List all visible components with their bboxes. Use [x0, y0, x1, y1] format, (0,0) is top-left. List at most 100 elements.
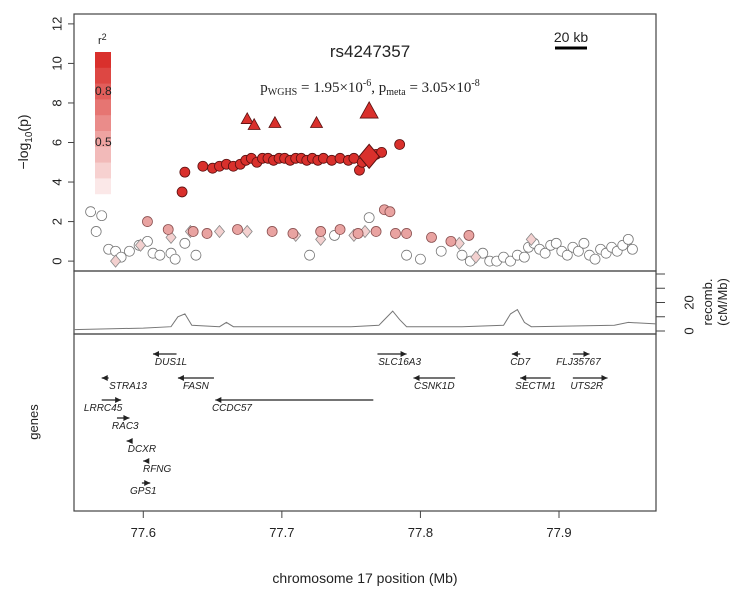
snp-point-mid-ld — [287, 228, 299, 239]
snp-point-low-ld — [435, 245, 447, 257]
snp-diamond-low-ld — [134, 238, 147, 252]
gene-direction-arrow — [177, 375, 184, 381]
gene-direction-arrow — [400, 351, 407, 357]
snp-point-mid-ld — [370, 226, 382, 237]
genes-axis-label: genes — [26, 404, 41, 440]
ld-legend-swatch — [95, 115, 111, 132]
gene-direction-arrow — [126, 438, 133, 444]
gene-direction-arrow — [144, 480, 151, 486]
x-tick-label: 77.9 — [546, 525, 571, 540]
snp-point-low-ld — [578, 237, 590, 249]
snp-diamond-low-ld — [525, 232, 537, 246]
snp-point-high-ld — [376, 146, 388, 158]
y-axis-label-subscript: 10 — [24, 131, 35, 143]
snp-point-low-ld — [363, 212, 375, 224]
genes-panel-frame — [73, 333, 657, 512]
gene-track: DUS1L SLC16A3 CD7 FLJ35767 STRA13 FASN CSNK1D S… — [84, 351, 608, 497]
y-tick-label: 12 — [49, 17, 64, 31]
p-meta-value: = 3.05×10 — [406, 80, 472, 96]
snp-point-low-ld — [304, 249, 315, 261]
gene-direction-arrow — [413, 375, 420, 381]
snp-point-mid-ld — [142, 216, 153, 227]
ld-legend-title: r2 — [98, 32, 107, 47]
y-tick-label: 4 — [49, 178, 64, 185]
snp-point-mid-ld — [401, 228, 412, 239]
snp-point-mid-ld — [390, 228, 401, 239]
snp-point-mid-ld — [384, 206, 396, 218]
gene-label: FLJ35767 — [556, 357, 601, 368]
snp-diamond-low-ld — [165, 230, 177, 245]
snp-point-mid-ld — [463, 230, 475, 241]
snp-point-low-ld — [96, 210, 108, 222]
recombination-panel-frame — [73, 270, 657, 335]
gene-direction-arrow — [511, 351, 518, 357]
y-tick-label: 8 — [49, 99, 64, 106]
meta-analysis-triangle — [240, 111, 254, 124]
y-axis-label-main: −log — [15, 143, 31, 170]
snp-point-high-ld — [394, 139, 406, 150]
axes: 0 2 4 6 8 10 12 77.6 77.7 77.8 77.9 0 20 — [49, 17, 696, 540]
snp-point-mid-ld — [266, 226, 278, 237]
meta-analysis-triangle — [268, 115, 282, 128]
ld-legend-label-0-5: 0.5 — [95, 135, 112, 149]
snp-diamond-low-ld — [213, 224, 226, 239]
snp-point-high-ld — [197, 160, 209, 172]
p-wghs-exponent: -6 — [363, 78, 371, 89]
lead-snp-diamond — [358, 143, 380, 170]
gene-label: SECTM1 — [515, 381, 556, 392]
recomb-tick-label: 20 — [681, 295, 696, 309]
recomb-tick-label: 0 — [681, 327, 696, 334]
snp-point-low-ld — [179, 237, 191, 249]
ld-legend-title-exponent: 2 — [102, 32, 107, 42]
snp-point-mid-ld — [232, 224, 243, 235]
gene-label: STRA13 — [109, 381, 147, 392]
snp-diamond-low-ld — [110, 254, 122, 268]
gene-label: DUS1L — [155, 357, 187, 368]
gene-label: SLC16A3 — [378, 357, 421, 368]
snp-point-low-ld — [85, 206, 97, 218]
snp-point-mid-ld — [334, 224, 346, 235]
gene-direction-arrow — [601, 375, 608, 381]
y-tick-label: 6 — [49, 139, 64, 146]
snp-point-low-ld — [505, 255, 516, 267]
gene-label: GPS1 — [130, 486, 157, 497]
snp-point-mid-ld — [445, 235, 457, 247]
meta-analysis-triangle — [359, 101, 379, 119]
recombination-rate-line — [73, 308, 657, 331]
gene-label: FASN — [183, 381, 210, 392]
x-tick-label: 77.6 — [131, 525, 156, 540]
snp-point-mid-ld — [315, 226, 327, 237]
subtitle-separator: , — [371, 80, 379, 96]
gene-direction-arrow — [115, 397, 122, 403]
snp-point-mid-ld — [201, 228, 213, 239]
snp-point-low-ld — [169, 253, 181, 265]
gene-direction-arrow — [101, 375, 108, 381]
snp-points-layer — [85, 101, 638, 268]
snp-point-low-ld — [589, 253, 601, 265]
meta-analysis-triangle — [309, 115, 324, 128]
gene-label: RAC3 — [112, 421, 139, 432]
snp-diamond-low-ld — [470, 250, 482, 264]
p-wghs-value: = 1.95×10 — [297, 80, 363, 96]
x-tick-label: 77.8 — [408, 525, 433, 540]
snp-point-mid-ld — [187, 226, 199, 237]
gene-label: LRRC45 — [84, 403, 123, 414]
gene-direction-arrow — [152, 351, 159, 357]
ld-legend-swatch — [95, 178, 111, 195]
chart-title: rs4247357 — [330, 42, 410, 61]
ld-legend: r2 0.8 0.5 — [95, 32, 112, 211]
gene-direction-arrow — [520, 375, 527, 381]
y-axis-label: −log10(p) — [15, 114, 35, 169]
gene-direction-arrow — [123, 415, 130, 421]
snp-point-mid-ld — [352, 228, 364, 239]
p-meta-subscript: meta — [386, 87, 406, 98]
p-wghs-label: p — [260, 80, 268, 96]
snp-point-low-ld — [415, 253, 426, 265]
snp-point-low-ld — [190, 249, 202, 261]
y-tick-label: 0 — [49, 257, 64, 264]
ld-legend-swatch — [95, 146, 111, 164]
chart-subtitle: pWGHS = 1.95×10-6, pmeta = 3.05×10-8 — [260, 78, 479, 98]
snp-diamond-low-ld — [241, 224, 253, 239]
gene-label: CCDC57 — [212, 403, 252, 414]
